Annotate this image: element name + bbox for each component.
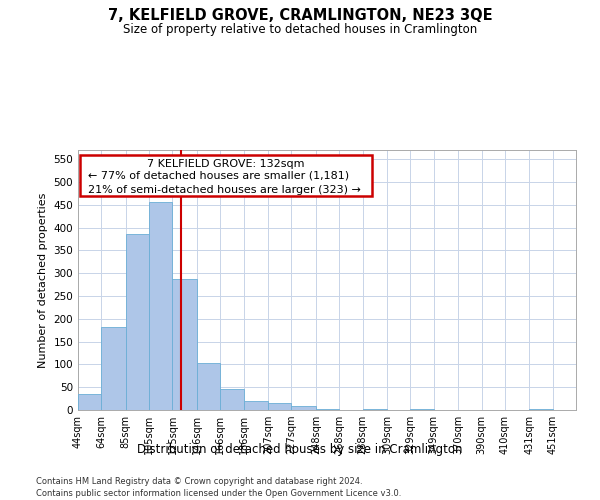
Bar xyxy=(126,234,149,410)
Bar xyxy=(268,403,292,410)
Bar xyxy=(316,408,339,410)
Bar xyxy=(362,408,387,410)
Text: Size of property relative to detached houses in Cramlington: Size of property relative to detached ho… xyxy=(123,22,477,36)
Bar xyxy=(292,406,316,410)
Text: ← 77% of detached houses are smaller (1,181): ← 77% of detached houses are smaller (1,… xyxy=(88,171,349,181)
Bar xyxy=(410,408,434,410)
Text: Contains HM Land Registry data © Crown copyright and database right 2024.: Contains HM Land Registry data © Crown c… xyxy=(36,478,362,486)
Text: Distribution of detached houses by size in Cramlington: Distribution of detached houses by size … xyxy=(137,442,463,456)
Text: Contains public sector information licensed under the Open Government Licence v3: Contains public sector information licen… xyxy=(36,489,401,498)
Bar xyxy=(172,278,197,410)
Y-axis label: Number of detached properties: Number of detached properties xyxy=(38,192,48,368)
Bar xyxy=(220,388,244,410)
Bar xyxy=(244,401,268,410)
Text: 21% of semi-detached houses are larger (323) →: 21% of semi-detached houses are larger (… xyxy=(88,184,361,194)
Bar xyxy=(78,394,101,410)
Bar xyxy=(101,327,126,410)
FancyBboxPatch shape xyxy=(80,154,372,196)
Bar xyxy=(149,202,172,410)
Bar xyxy=(529,408,553,410)
Bar xyxy=(197,363,220,410)
Text: 7, KELFIELD GROVE, CRAMLINGTON, NE23 3QE: 7, KELFIELD GROVE, CRAMLINGTON, NE23 3QE xyxy=(107,8,493,22)
Text: 7 KELFIELD GROVE: 132sqm: 7 KELFIELD GROVE: 132sqm xyxy=(148,158,305,168)
